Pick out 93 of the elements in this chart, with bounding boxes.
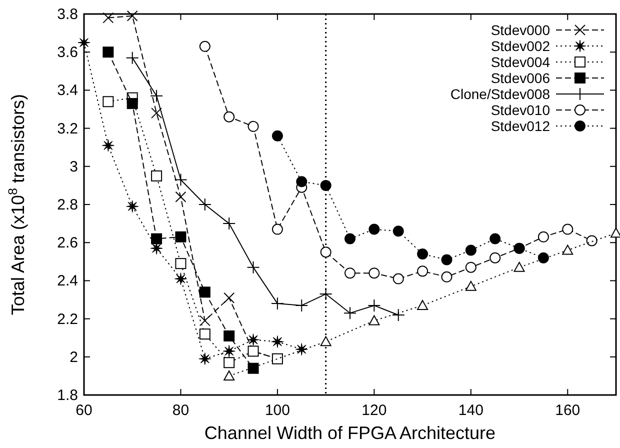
point bbox=[368, 268, 380, 279]
point bbox=[126, 200, 139, 213]
point bbox=[246, 260, 260, 274]
legend-label: Clone/Stdev008 bbox=[450, 86, 550, 102]
point bbox=[319, 288, 332, 301]
point bbox=[441, 254, 452, 266]
legend-label: Stdev010 bbox=[490, 102, 550, 118]
point bbox=[246, 333, 260, 346]
point bbox=[224, 111, 235, 122]
point bbox=[224, 370, 235, 380]
point bbox=[224, 330, 235, 342]
point bbox=[174, 272, 188, 286]
point bbox=[465, 280, 476, 291]
x-tick-label: 80 bbox=[172, 402, 190, 419]
point bbox=[320, 180, 332, 191]
y-tick-label: 1.8 bbox=[57, 387, 78, 404]
y-tick-label: 3.8 bbox=[57, 6, 78, 23]
point bbox=[222, 217, 236, 230]
point bbox=[150, 89, 164, 102]
y-tick-label: 3.6 bbox=[57, 44, 78, 62]
point bbox=[175, 258, 186, 270]
point bbox=[174, 173, 188, 186]
point bbox=[198, 352, 212, 366]
point bbox=[248, 120, 259, 132]
point bbox=[417, 266, 428, 277]
point bbox=[417, 248, 428, 260]
point bbox=[151, 233, 162, 244]
legend-label: Stdev006 bbox=[490, 70, 550, 86]
point bbox=[102, 139, 114, 152]
point bbox=[368, 298, 381, 312]
point bbox=[368, 224, 380, 235]
point bbox=[296, 176, 308, 188]
point bbox=[224, 357, 235, 368]
point bbox=[465, 244, 476, 256]
y-tick-label: 3.2 bbox=[57, 120, 78, 138]
x-tick-label: 140 bbox=[458, 402, 484, 419]
y-tick-label: 2 bbox=[70, 348, 78, 366]
point bbox=[562, 224, 574, 235]
point bbox=[295, 298, 308, 312]
point bbox=[465, 262, 476, 273]
point bbox=[295, 342, 308, 356]
point bbox=[490, 252, 501, 264]
point bbox=[198, 198, 212, 211]
point bbox=[222, 344, 236, 358]
point bbox=[272, 130, 283, 142]
point bbox=[151, 170, 162, 182]
point bbox=[344, 306, 356, 320]
point bbox=[441, 271, 452, 282]
point bbox=[270, 297, 284, 310]
point bbox=[102, 96, 114, 108]
point bbox=[102, 12, 114, 24]
x-tick-label: 120 bbox=[362, 402, 387, 419]
point bbox=[392, 308, 405, 322]
point bbox=[320, 336, 332, 346]
legend-label: Stdev012 bbox=[490, 118, 550, 134]
point bbox=[538, 252, 549, 264]
legend-label: Stdev000 bbox=[490, 22, 550, 38]
x-tick-label: 100 bbox=[264, 402, 290, 419]
point bbox=[562, 244, 574, 255]
point bbox=[102, 46, 114, 58]
legend-label: Stdev004 bbox=[490, 54, 550, 70]
point bbox=[514, 262, 525, 272]
point bbox=[126, 51, 139, 64]
point bbox=[271, 335, 284, 348]
point bbox=[199, 315, 210, 326]
point bbox=[151, 108, 162, 119]
point bbox=[175, 231, 186, 242]
point bbox=[538, 231, 549, 242]
point bbox=[199, 286, 210, 298]
point bbox=[392, 273, 404, 284]
point bbox=[248, 362, 259, 374]
point bbox=[224, 292, 235, 304]
x-tick-label: 160 bbox=[555, 402, 580, 419]
point bbox=[320, 246, 332, 258]
point bbox=[490, 233, 501, 244]
point bbox=[126, 98, 138, 110]
point bbox=[417, 300, 428, 310]
point bbox=[368, 315, 380, 326]
y-tick-label: 2.6 bbox=[57, 234, 78, 252]
x-tick-label: 60 bbox=[76, 402, 92, 419]
y-tick-label: 2.4 bbox=[57, 272, 78, 290]
point bbox=[344, 268, 356, 279]
y-tick-label: 2.8 bbox=[57, 196, 78, 214]
y-tick-label: 3 bbox=[70, 158, 78, 176]
point bbox=[126, 10, 138, 22]
point bbox=[175, 191, 186, 202]
point bbox=[344, 233, 356, 244]
legend-label: Stdev002 bbox=[490, 38, 550, 54]
point bbox=[199, 328, 210, 340]
point bbox=[392, 226, 404, 237]
x-axis-title: Channel Width of FPGA Architecture bbox=[204, 423, 496, 443]
y-tick-label: 3.4 bbox=[57, 82, 78, 100]
y-tick-label: 2.2 bbox=[57, 310, 78, 328]
